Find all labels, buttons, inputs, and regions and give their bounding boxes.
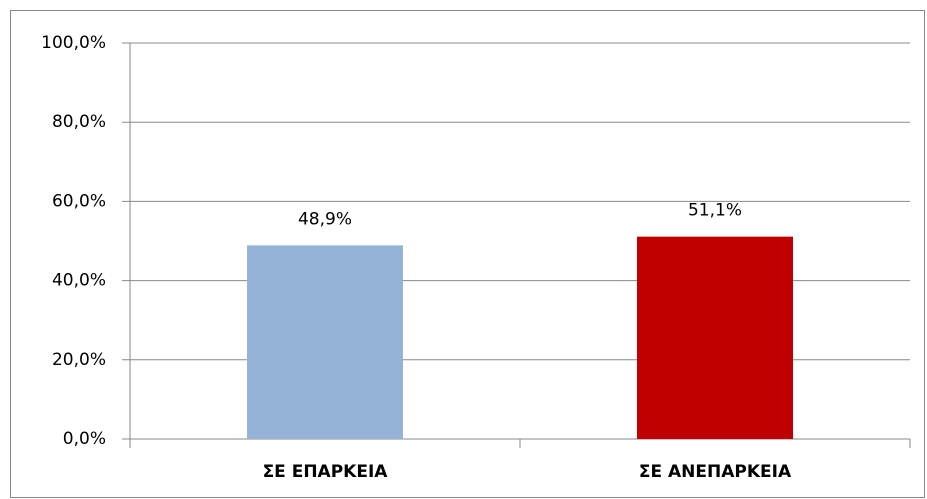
y-tick-label: 40,0% — [52, 271, 106, 291]
y-tick-label: 0,0% — [63, 429, 106, 449]
y-tick-label: 20,0% — [52, 350, 106, 370]
value-label: 51,1% — [688, 201, 742, 221]
y-tick-label: 80,0% — [52, 112, 106, 132]
y-tick-label: 60,0% — [52, 191, 106, 211]
x-tick-label: ΣΕ ΑΝΕΠΑΡΚΕΙΑ — [639, 462, 792, 482]
x-tick-label: ΣΕ ΕΠΑΡΚΕΙΑ — [263, 462, 389, 482]
bar — [637, 236, 793, 439]
value-label: 48,9% — [298, 209, 352, 229]
y-tick-label: 100,0% — [41, 33, 106, 53]
bar — [247, 245, 403, 439]
